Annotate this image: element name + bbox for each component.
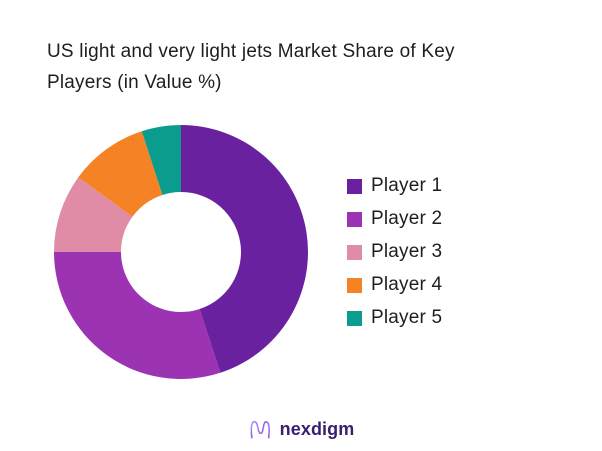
legend-item-player-2: Player 2 [347, 208, 442, 230]
donut-slice-player-2 [54, 252, 221, 379]
donut-svg [54, 125, 308, 379]
legend-swatch-player-2 [347, 211, 362, 227]
nexdigm-wordmark: nexdigm [279, 418, 355, 439]
legend-swatch-player-5 [347, 310, 362, 326]
donut-chart [46, 117, 316, 387]
legend-swatch-player-3 [347, 244, 362, 260]
legend-item-player-4: Player 4 [347, 274, 442, 296]
legend-label: Player 1 [371, 175, 443, 196]
legend-item-player-5: Player 5 [347, 307, 442, 329]
legend-label: Player 4 [371, 274, 443, 295]
legend-swatch-player-4 [347, 277, 362, 293]
legend-item-player-3: Player 3 [347, 241, 442, 263]
legend-item-player-1: Player 1 [347, 175, 442, 197]
chart-legend: Player 1 Player 2 Player 3 Player 4 Player 5 [347, 175, 442, 340]
legend-label: Player 3 [371, 241, 443, 262]
nexdigm-logo: nexdigm [0, 415, 602, 443]
donut-slice-player-5 [141, 125, 181, 195]
donut-slice-player-4 [78, 131, 163, 217]
legend-label: Player 5 [371, 307, 443, 328]
legend-swatch-player-1 [347, 178, 362, 194]
nexdigm-logo-icon [250, 420, 270, 439]
donut-slice-player-3 [54, 177, 133, 252]
donut-slice-player-1 [181, 125, 308, 373]
chart-title: US light and very light jets Market Shar… [47, 41, 455, 93]
legend-label: Player 2 [371, 208, 443, 229]
